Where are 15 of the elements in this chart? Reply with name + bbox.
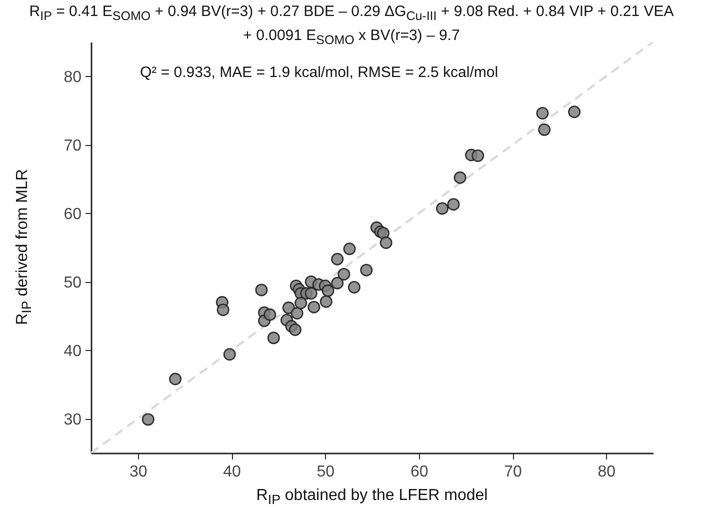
x-tick-label: 70 — [504, 464, 522, 480]
y-tick-label: 50 — [64, 274, 82, 292]
y-tick-label: 80 — [64, 68, 82, 86]
x-tick-label: 40 — [223, 464, 241, 480]
x-tick-label: 60 — [410, 464, 428, 480]
chart-title: R$_{IP}$ = 0.41 E$_{SOMO}$ + 0.94 BV(r=3) + 0.27 BDE – 0.29 ΔG$_{Cu-III}$ + 9.08 Red. + 0.84 VIP + 0.21 VEA + 0.0091 E$_{SOMO}$ x BV(r=3) – 9.7 — [29, 3, 674, 47]
annotation: Q² = 0.933, MAE = 1.9 kcal/mol, RMSE = 2.5 kcal/mol — [140, 64, 498, 81]
y-tick-label: 60 — [64, 206, 82, 223]
y-tick-label: 30 — [64, 411, 82, 428]
x-tick-label: 50 — [316, 464, 335, 480]
y-tick-label: 70 — [64, 137, 82, 154]
x-tick-label: 80 — [598, 464, 616, 480]
y-tick-label: 40 — [64, 342, 82, 360]
x-tick-label: 30 — [129, 464, 148, 480]
x-axis-title: R$_{IP}$ obtained by the LFER model — [256, 487, 488, 507]
